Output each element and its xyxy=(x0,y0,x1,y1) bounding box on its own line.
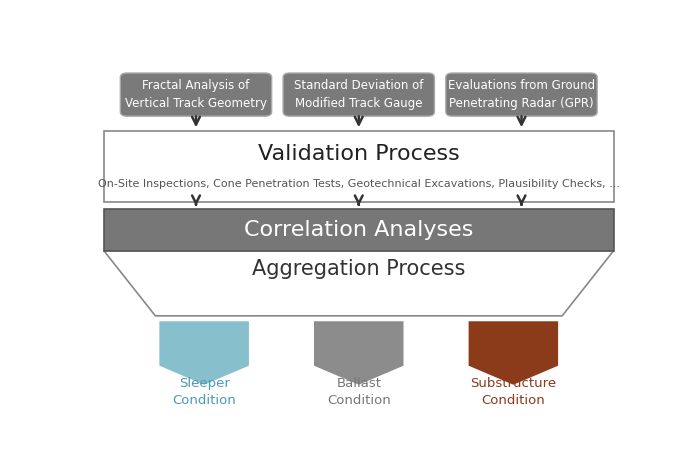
Polygon shape xyxy=(160,321,249,385)
FancyBboxPatch shape xyxy=(446,73,597,116)
FancyBboxPatch shape xyxy=(104,131,614,202)
Polygon shape xyxy=(468,321,558,385)
Text: Standard Deviation of
Modified Track Gauge: Standard Deviation of Modified Track Gau… xyxy=(294,79,424,110)
Text: Fractal Analysis of
Vertical Track Geometry: Fractal Analysis of Vertical Track Geome… xyxy=(125,79,267,110)
Text: On-Site Inspections, Cone Penetration Tests, Geotechnical Excavations, Plausibil: On-Site Inspections, Cone Penetration Te… xyxy=(98,179,620,189)
FancyBboxPatch shape xyxy=(283,73,435,116)
Text: Ballast
Condition: Ballast Condition xyxy=(327,377,391,407)
Text: Correlation Analyses: Correlation Analyses xyxy=(244,219,473,240)
Polygon shape xyxy=(104,251,614,316)
FancyBboxPatch shape xyxy=(120,73,272,116)
FancyBboxPatch shape xyxy=(104,209,614,251)
Polygon shape xyxy=(314,321,403,385)
Text: Substructure
Condition: Substructure Condition xyxy=(470,377,556,407)
Text: Validation Process: Validation Process xyxy=(258,144,460,164)
Text: Sleeper
Condition: Sleeper Condition xyxy=(172,377,236,407)
Text: Evaluations from Ground
Penetrating Radar (GPR): Evaluations from Ground Penetrating Rada… xyxy=(448,79,595,110)
Text: Aggregation Process: Aggregation Process xyxy=(252,259,466,279)
